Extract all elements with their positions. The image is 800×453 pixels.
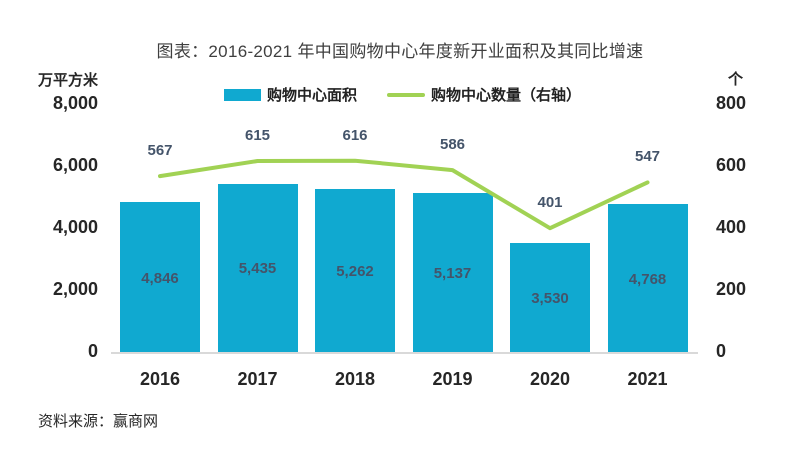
legend-label-area: 购物中心面积 <box>267 87 358 104</box>
legend: 购物中心面积 购物中心数量（右轴） <box>224 84 581 105</box>
bar-swatch-icon <box>224 88 261 101</box>
right-axis-tick-label: 400 <box>716 217 747 237</box>
left-axis-tick-label: 6,000 <box>52 155 98 175</box>
left-axis-tick-label: 8,000 <box>52 93 98 113</box>
bar-2021: 4,768 <box>607 204 688 354</box>
bar-value-label: 5,137 <box>433 264 472 282</box>
x-axis-label-2018: 2018 <box>334 369 376 389</box>
bar-2016: 4,846 <box>120 202 200 354</box>
legend-item-count: 购物中心数量（右轴） <box>387 84 581 105</box>
legend-label-count: 购物中心数量（右轴） <box>431 87 582 104</box>
bar-value-label: 4,768 <box>628 270 667 288</box>
bar-value-label: 5,435 <box>238 260 277 278</box>
bar-value-label: 4,846 <box>141 269 179 287</box>
x-axis-line <box>111 352 698 354</box>
legend-item-area: 购物中心面积 <box>224 84 357 105</box>
bar-2017: 5,435 <box>217 183 298 354</box>
right-axis-tick-label: 800 <box>716 93 747 113</box>
bar-value-label: 3,530 <box>531 290 569 308</box>
chart-title: 图表：2016-2021 年中国购物中心年度新开业面积及其同比增速 <box>156 42 644 61</box>
right-axis-tick-label: 200 <box>716 279 747 299</box>
left-axis-unit: 万平方米 <box>37 72 98 89</box>
bar-2019: 5,137 <box>412 192 493 354</box>
right-axis-tick-label: 0 <box>716 341 727 361</box>
line-value-label: 616 <box>342 126 368 144</box>
right-axis-unit: 个 <box>728 71 744 88</box>
line-swatch-icon <box>387 92 426 97</box>
x-axis-label-2021: 2021 <box>627 369 668 389</box>
source-note: 资料来源：赢商网 <box>38 413 159 430</box>
x-axis-label-2017: 2017 <box>237 369 278 389</box>
line-value-label: 586 <box>439 136 466 154</box>
left-axis-tick-label: 4,000 <box>52 217 98 237</box>
line-value-label: 401 <box>537 194 563 212</box>
line-value-label: 567 <box>147 142 173 160</box>
line-value-label: 615 <box>244 127 271 144</box>
left-axis-tick-label: 0 <box>87 341 98 361</box>
x-axis-label-2020: 2020 <box>529 369 571 389</box>
bar-value-label: 5,262 <box>336 262 374 280</box>
line-value-label: 547 <box>634 148 661 166</box>
left-axis-tick-label: 2,000 <box>52 279 98 299</box>
bar-2018: 5,262 <box>315 188 395 354</box>
right-axis-tick-label: 600 <box>716 155 747 175</box>
x-axis-label-2016: 2016 <box>139 369 181 389</box>
x-axis-label-2019: 2019 <box>432 369 473 389</box>
bar-2020: 3,530 <box>510 243 590 354</box>
